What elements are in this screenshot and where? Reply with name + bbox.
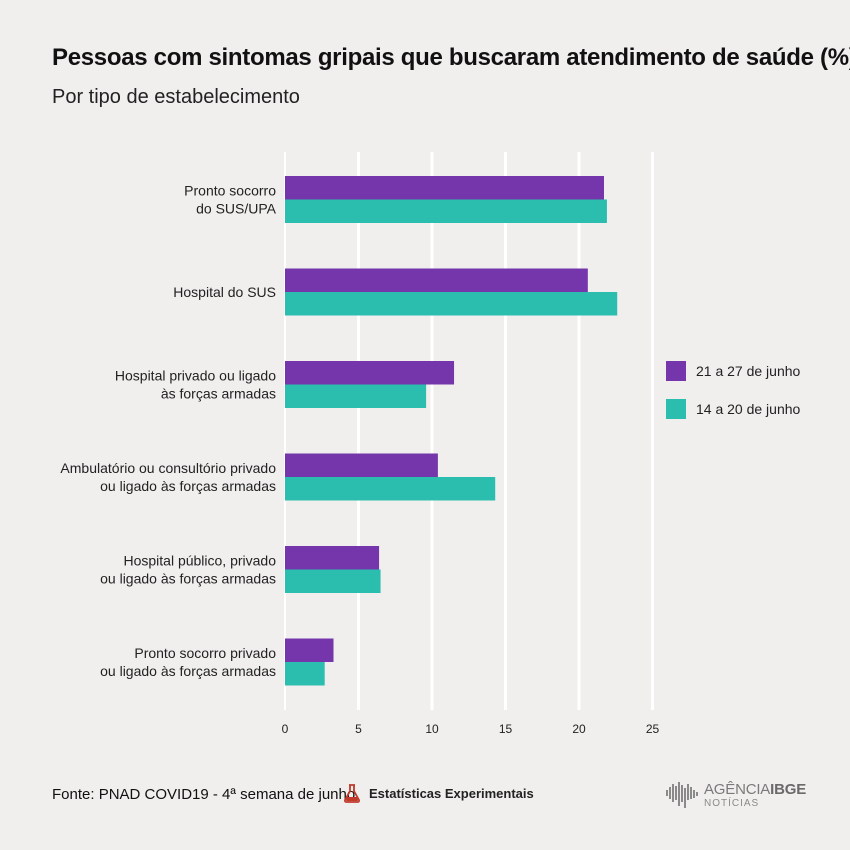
bar-series-1 xyxy=(285,453,438,477)
legend: 21 a 27 de junho 14 a 20 de junho xyxy=(666,360,800,436)
legend-label-series-1: 21 a 27 de junho xyxy=(696,363,801,379)
category-label: do SUS/UPA xyxy=(196,201,277,217)
category-label: Pronto socorro xyxy=(184,183,276,199)
x-tick-label: 0 xyxy=(282,722,289,736)
source-note: Fonte: PNAD COVID19 - 4ª semana de junho xyxy=(52,786,356,803)
chart-title: Pessoas com sintomas gripais que buscara… xyxy=(52,44,850,71)
x-tick-label: 10 xyxy=(425,722,439,736)
category-label: Hospital do SUS xyxy=(173,284,276,300)
experimental-label: Estatísticas Experimentais xyxy=(369,785,534,801)
category-label: às forças armadas xyxy=(161,386,276,402)
category-label: Ambulatório ou consultório privado xyxy=(60,460,276,476)
x-tick-label: 15 xyxy=(499,722,513,736)
brand-ibge: IBGE xyxy=(770,780,806,798)
bar-series-2 xyxy=(285,569,381,593)
bar-series-1 xyxy=(285,361,455,385)
bar-series-2 xyxy=(285,292,618,316)
category-label: Pronto socorro privado xyxy=(134,645,276,661)
category-label: Hospital público, privado xyxy=(123,553,276,569)
category-label: ou ligado às forças armadas xyxy=(100,478,276,494)
ibge-logo-icon xyxy=(666,782,698,808)
bar-series-2 xyxy=(285,477,496,501)
bar-series-2 xyxy=(285,384,427,408)
bar-series-2 xyxy=(285,199,607,223)
brand-noticias: NOTÍCIAS xyxy=(704,797,760,809)
legend-label-series-2: 14 a 20 de junho xyxy=(696,401,801,417)
legend-swatch-series-1 xyxy=(666,361,686,381)
x-tick-label: 20 xyxy=(572,722,586,736)
legend-swatch-series-2 xyxy=(666,399,686,419)
brand-agencia: AGÊNCIA xyxy=(704,780,771,798)
chart-subtitle: Por tipo de estabelecimento xyxy=(52,86,300,108)
category-label: ou ligado às forças armadas xyxy=(100,571,276,587)
legend-item-series-2: 14 a 20 de junho xyxy=(666,398,800,420)
category-label: ou ligado às forças armadas xyxy=(100,663,276,679)
bar-series-1 xyxy=(285,176,604,200)
category-label: Hospital privado ou ligado xyxy=(115,368,276,384)
experimental-badge: Estatísticas Experimentais xyxy=(343,783,534,803)
bar-series-1 xyxy=(285,638,334,662)
x-tick-label: 25 xyxy=(646,722,660,736)
legend-item-series-1: 21 a 27 de junho xyxy=(666,360,800,382)
bar-series-1 xyxy=(285,546,380,570)
bar-series-2 xyxy=(285,662,325,686)
flask-icon xyxy=(344,784,360,803)
bar-series-1 xyxy=(285,268,588,292)
bar-chart: 0 5 10 15 20 25 Pronto socorro do SUS/UPA Hospit… xyxy=(60,152,660,736)
agencia-ibge-logo: AGÊNCIAIBGE NOTÍCIAS xyxy=(666,780,806,810)
x-tick-label: 5 xyxy=(355,722,362,736)
